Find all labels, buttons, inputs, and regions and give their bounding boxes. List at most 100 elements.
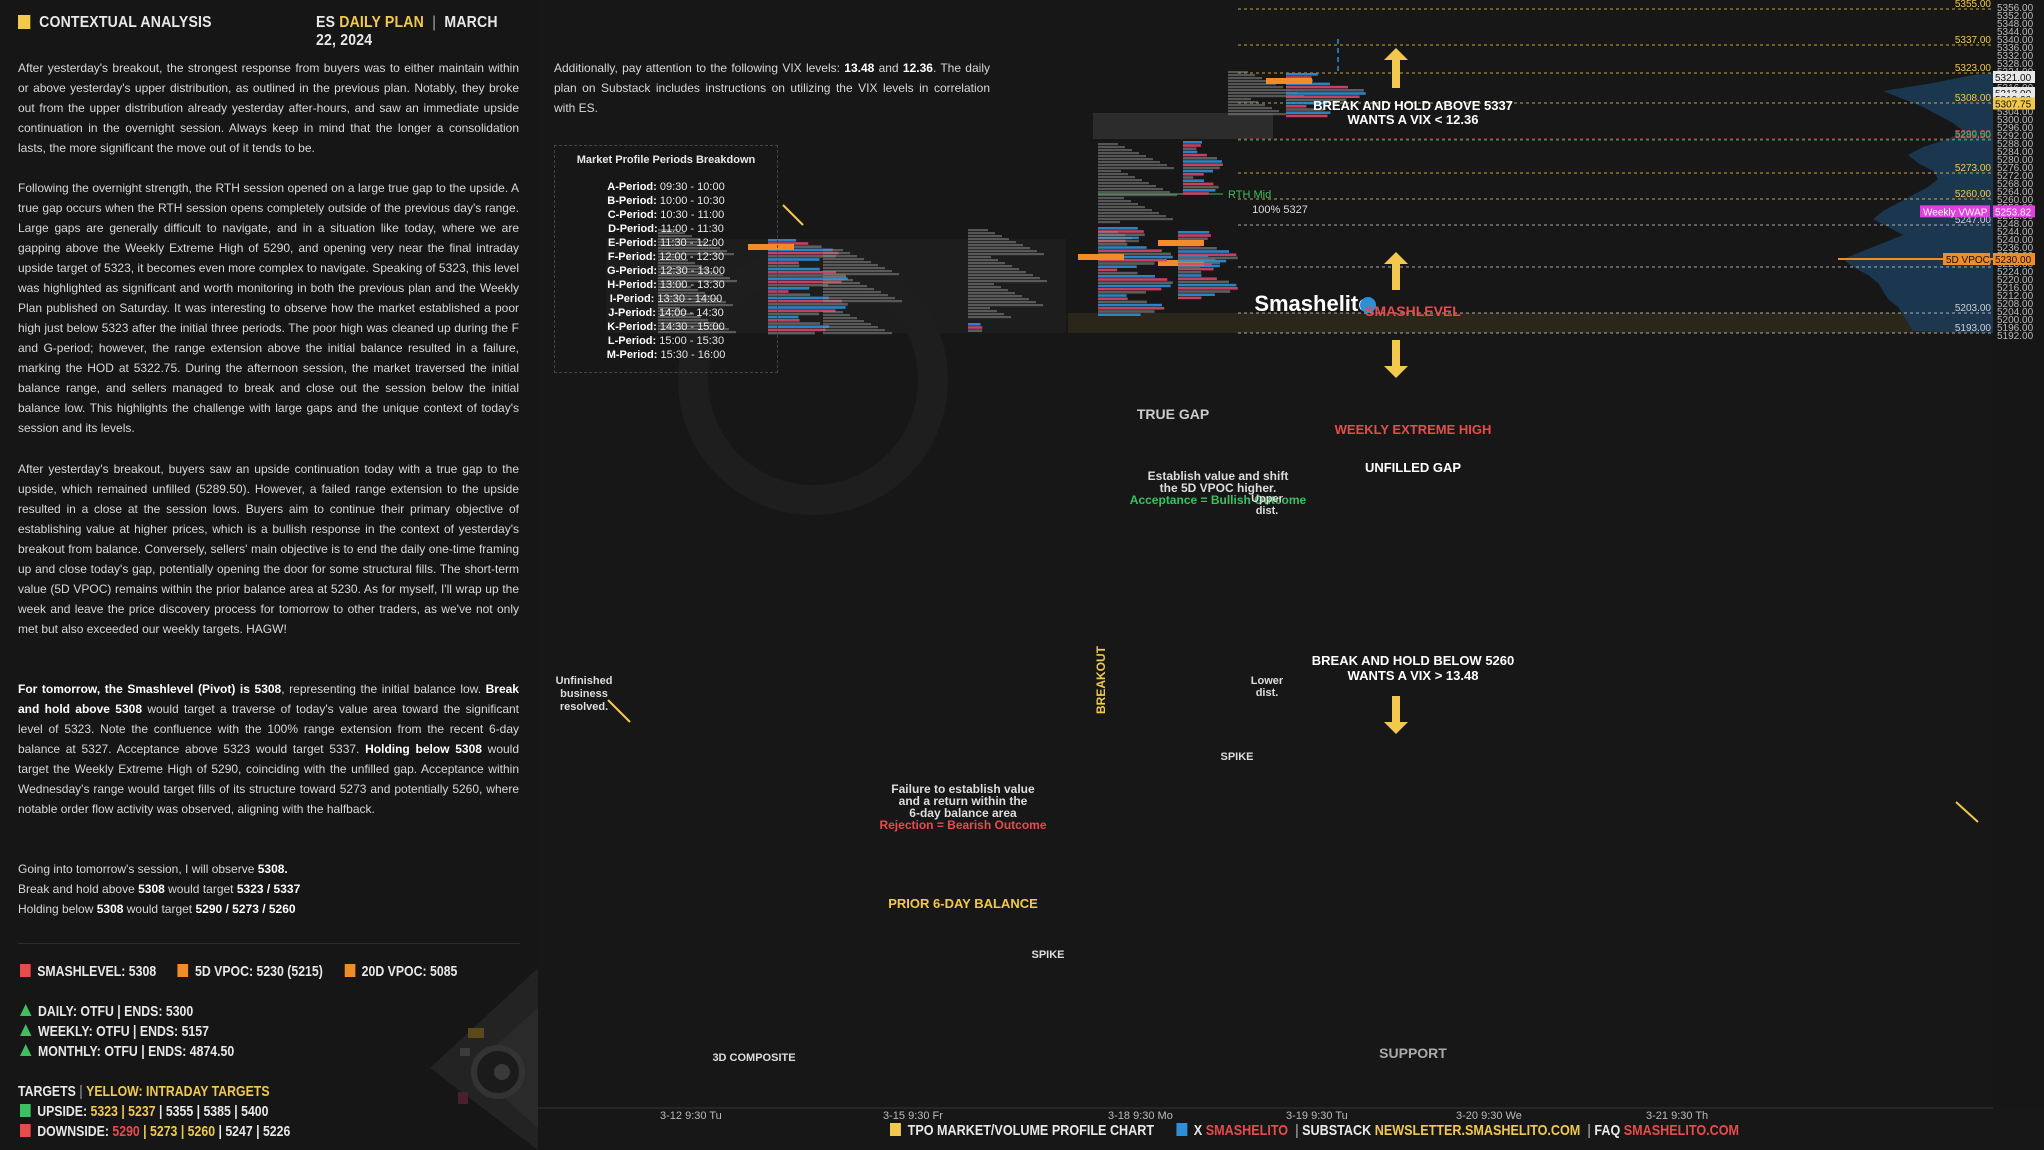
tpo-bar <box>1098 291 1146 294</box>
period-name: D-Period: <box>608 223 658 235</box>
smashlevel-value: SMASHLEVEL: 5308 <box>37 963 157 980</box>
tpo-letters <box>1098 206 1145 209</box>
period-row: F-Period: 12:00 - 12:30 <box>555 250 777 264</box>
y-tick-label: 5304.00 <box>1997 107 2034 118</box>
up-arrow-icon <box>1384 252 1408 264</box>
tpo-bar <box>1098 313 1141 316</box>
tpo-bar <box>1286 73 1318 76</box>
summary-text: Break and hold above <box>18 882 139 896</box>
tpo-letters <box>1098 203 1138 206</box>
tpo-bar <box>1098 246 1147 249</box>
tpo-letters <box>823 314 850 317</box>
mp-box-title: Market Profile Periods Breakdown <box>576 154 756 166</box>
upside-intraday: 5323 | 5237 <box>90 1103 156 1120</box>
targets-legend: YELLOW: INTRADAY TARGETS <box>86 1083 270 1100</box>
tpo-letters <box>1098 173 1128 176</box>
period-time: 14:00 - 14:30 <box>655 307 724 319</box>
y-tick-label: 5332.00 <box>1997 51 2034 62</box>
analysis-panel: CONTEXTUAL ANALYSIS ES DAILY PLAN | MARC… <box>0 0 538 1150</box>
tpo-bar <box>1178 266 1200 269</box>
tpo-letters <box>968 256 991 259</box>
prior-balance-label: PRIOR 6-DAY BALANCE <box>888 896 1038 911</box>
y-tick-label: 5236.00 <box>1997 243 2034 254</box>
tpo-bar <box>1178 256 1238 260</box>
period-row: B-Period: 10:00 - 10:30 <box>555 194 777 208</box>
tpo-letters <box>968 292 1015 295</box>
vix-note-text: and <box>874 61 903 75</box>
summary-value: 5323 / 5337 <box>236 882 301 896</box>
period-name: L-Period: <box>607 335 657 347</box>
tpo-bar <box>1178 253 1237 256</box>
up-triangle-icon <box>20 1004 32 1016</box>
footer-chart-type: TPO MARKET/VOLUME PROFILE CHART <box>907 1122 1155 1139</box>
tpo-letters <box>658 280 737 283</box>
tpo-letters <box>1228 110 1279 113</box>
vpoc-tag <box>1943 253 1990 265</box>
plan-prefix: ES <box>316 14 336 31</box>
tpo-bar <box>1183 153 1207 157</box>
tpo-letters <box>968 280 1047 283</box>
tpo-letters <box>968 250 1037 253</box>
summary-line-1: Going into tomorrow's session, I will ob… <box>18 859 519 879</box>
rejection-label: Rejection = Bearish Outcome <box>879 818 1046 832</box>
tpo-bar <box>768 255 836 258</box>
tpo-letters <box>968 235 1002 238</box>
tpo-bar <box>768 261 799 264</box>
tpo-bar <box>768 325 830 328</box>
tpo-letters <box>968 241 1016 244</box>
unfinished-label: business <box>560 688 608 700</box>
level-label: 5193.00 <box>1955 323 1992 334</box>
tpo-bar <box>1098 252 1171 256</box>
upside-other: | 5355 | 5385 | 5400 <box>158 1103 269 1120</box>
substack-link[interactable]: NEWSLETTER.SMASHELITO.COM <box>1374 1122 1581 1139</box>
tpo-bar <box>1098 271 1138 275</box>
tpo-letters <box>1098 218 1173 221</box>
tpo-letters <box>658 232 685 235</box>
period-row: E-Period: 11:30 - 12:00 <box>555 236 777 250</box>
tpo-bar <box>768 287 810 290</box>
summary-text: Holding below <box>18 902 97 916</box>
smashlevel-label: SMASHLEVEL <box>1365 303 1461 319</box>
tpo-bar <box>1183 182 1214 186</box>
upside-targets: UPSIDE: 5323 | 5237 | 5355 | 5385 | 5400 <box>20 1103 268 1120</box>
tpo-letters <box>968 283 994 286</box>
period-time: 12:00 - 12:30 <box>656 251 725 263</box>
tpo-letters <box>1098 167 1174 170</box>
tpo-bar <box>1183 166 1220 170</box>
spike-label: SPIKE <box>1220 751 1253 763</box>
tpo-bar <box>1178 296 1202 300</box>
y-tick-label: 5220.00 <box>1997 275 2034 286</box>
tpo-letters <box>658 235 692 238</box>
tpo-bar <box>1286 101 1328 105</box>
tpo-bar <box>1098 278 1168 281</box>
tpo-letters <box>1098 185 1156 188</box>
tpo-letters <box>658 292 705 295</box>
tpo-letters <box>658 313 694 316</box>
tpo-letters <box>968 310 997 313</box>
tpo-bar <box>768 271 837 274</box>
tpo-letters <box>1228 113 1286 116</box>
p4-text-3: would target the Weekly Extreme High of … <box>18 742 519 816</box>
tpo-bar <box>968 323 981 326</box>
level-label: 5289.50 <box>1955 130 1992 141</box>
x-handle-link[interactable]: SMASHELITO <box>1205 1122 1289 1139</box>
y-tick-label: 5208.00 <box>1997 299 2034 310</box>
tpo-letters <box>823 323 871 326</box>
summary-value: 5290 / 5273 / 5260 <box>195 902 296 916</box>
tpo-letters <box>1098 164 1167 167</box>
tpo-bar <box>968 326 983 329</box>
chart-canvas: 5355.00 5337.00 5323.00 5308.00 5290.005289.… <box>538 0 2044 1122</box>
tpo-letters <box>1098 234 1125 237</box>
tpo-chart: 5355.00 5337.00 5323.00 5308.00 5290.00 5289.… <box>538 0 2044 1150</box>
tpo-bar <box>768 303 848 306</box>
tpo-bar <box>1178 231 1210 234</box>
price-tag-label: 5253.82 <box>1995 207 2032 218</box>
tpo-letters <box>968 307 990 310</box>
y-tick-label: 5340.00 <box>1997 35 2034 46</box>
divider <box>18 943 520 944</box>
price-tag-label: 5321.00 <box>1995 73 2032 84</box>
y-tick-label: 5196.00 <box>1997 323 2034 334</box>
period-name: E-Period: <box>608 237 657 249</box>
period-time: 10:00 - 10:30 <box>656 195 725 207</box>
faq-link[interactable]: SMASHELITO.COM <box>1623 1122 1740 1139</box>
